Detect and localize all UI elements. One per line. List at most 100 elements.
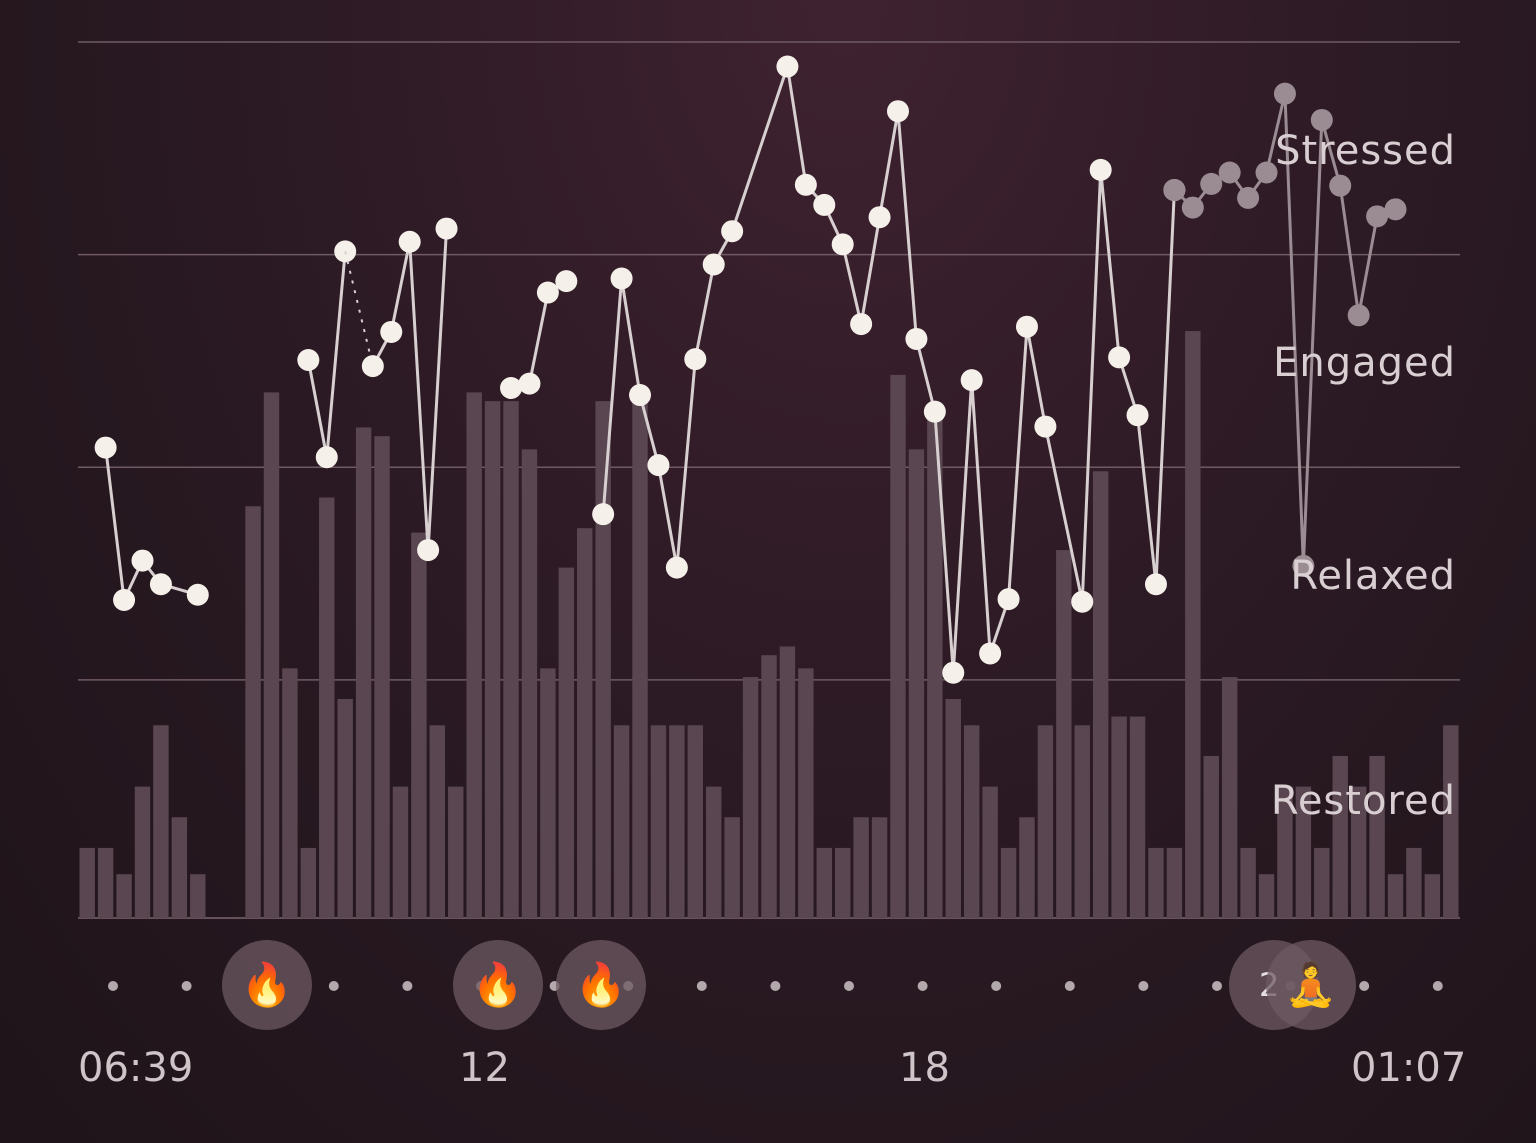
stress-bar — [706, 786, 722, 918]
stress-point — [979, 642, 1002, 665]
stress-bar — [1000, 847, 1017, 918]
stress-bar — [1203, 755, 1219, 918]
stress-point — [702, 253, 725, 276]
stress-point — [610, 267, 633, 290]
stress-bar — [153, 725, 169, 918]
meditation-icon: 🧘 — [1284, 960, 1338, 1009]
timeline-dot — [181, 981, 192, 991]
stress-point — [831, 233, 854, 256]
stress-bar — [982, 786, 998, 918]
stress-bar — [577, 528, 593, 918]
stress-point — [1034, 415, 1057, 438]
stress-bar — [724, 817, 740, 918]
stress-bar — [171, 817, 188, 918]
stress-point — [1163, 179, 1186, 202]
stress-bar — [761, 655, 777, 918]
stress-point — [435, 217, 458, 240]
stress-bar — [1185, 331, 1201, 919]
stress-bar — [927, 418, 943, 918]
timeline-dot — [1212, 981, 1222, 991]
stress-bar — [1332, 755, 1348, 918]
stress-bar — [669, 725, 685, 918]
workout-event-3[interactable]: 🔥 — [556, 940, 646, 1030]
stress-bar — [1406, 847, 1422, 918]
stress-bar — [632, 401, 648, 918]
stress-bar — [429, 725, 446, 918]
stress-bar — [945, 699, 961, 918]
stress-point — [776, 55, 799, 78]
stress-bar — [908, 449, 925, 918]
timeline-dot — [1359, 981, 1370, 991]
stress-point — [960, 369, 983, 392]
stress-bar — [355, 427, 372, 918]
stress-bar — [374, 436, 390, 918]
stress-bar — [798, 668, 814, 918]
stress-point — [1366, 205, 1389, 228]
stress-point — [297, 348, 320, 371]
stress-bar — [779, 646, 796, 918]
stress-point — [647, 454, 670, 477]
stress-bar — [1148, 847, 1164, 918]
stress-point — [1310, 108, 1333, 131]
stress-bar — [337, 699, 353, 918]
stress-point — [1347, 304, 1370, 327]
timeline-dot — [402, 981, 413, 991]
stress-bar — [319, 497, 335, 918]
stress-bar — [1111, 716, 1127, 918]
stress-bar — [687, 725, 704, 918]
stress-line-gap — [344, 251, 374, 367]
stress-bar — [300, 847, 317, 918]
stress-bar — [1258, 874, 1275, 918]
stress-bar — [834, 847, 851, 918]
stress-point — [518, 372, 541, 395]
stress-point — [149, 573, 172, 596]
stress-point — [1255, 161, 1278, 184]
timeline-dot — [1432, 981, 1443, 991]
stress-bar — [245, 506, 261, 918]
stress-bar — [1424, 874, 1441, 918]
stress-bar — [1350, 786, 1367, 918]
stress-point — [850, 313, 873, 336]
stress-point — [886, 100, 909, 123]
meditation-event[interactable]: 🧘 — [1266, 940, 1356, 1030]
stress-point — [536, 281, 559, 304]
stress-bar — [890, 374, 906, 918]
stress-bar — [871, 817, 888, 918]
stress-line — [104, 447, 199, 602]
stress-bar — [540, 668, 556, 918]
stress-point — [1329, 174, 1352, 197]
stress-point — [1273, 82, 1296, 105]
timeline-dot — [108, 981, 118, 991]
stress-bar — [503, 401, 519, 918]
stress-point — [1015, 315, 1038, 338]
time-label-start: 06:39 — [78, 1045, 194, 1091]
zone-label-stressed: Stressed — [1275, 128, 1456, 174]
stress-point — [131, 549, 154, 572]
stress-bar — [97, 847, 114, 918]
stress-bar — [613, 725, 630, 918]
flame-icon: 🔥 — [240, 960, 294, 1009]
stress-bar — [190, 874, 206, 918]
stress-bar — [1369, 755, 1385, 918]
stress-bar — [411, 532, 427, 918]
stress-point — [629, 384, 652, 407]
stress-point — [500, 377, 523, 400]
workout-event-1[interactable]: 🔥 — [222, 940, 312, 1030]
stress-bar — [1092, 471, 1109, 918]
workout-event-2[interactable]: 🔥 — [453, 940, 543, 1030]
stress-point — [665, 556, 688, 579]
stress-point — [721, 220, 744, 243]
stress-point — [1108, 346, 1131, 369]
stress-bar — [595, 401, 611, 918]
stress-bar — [963, 725, 980, 918]
stress-point — [1126, 404, 1149, 427]
stress-bar — [853, 817, 869, 918]
stress-point — [1200, 172, 1223, 195]
stress-bar — [484, 401, 501, 918]
time-label-end: 01:07 — [1351, 1045, 1467, 1091]
zone-label-engaged: Engaged — [1273, 340, 1456, 386]
stress-point — [1218, 161, 1241, 184]
timeline-dot — [696, 981, 707, 991]
stress-bar — [1443, 725, 1459, 918]
